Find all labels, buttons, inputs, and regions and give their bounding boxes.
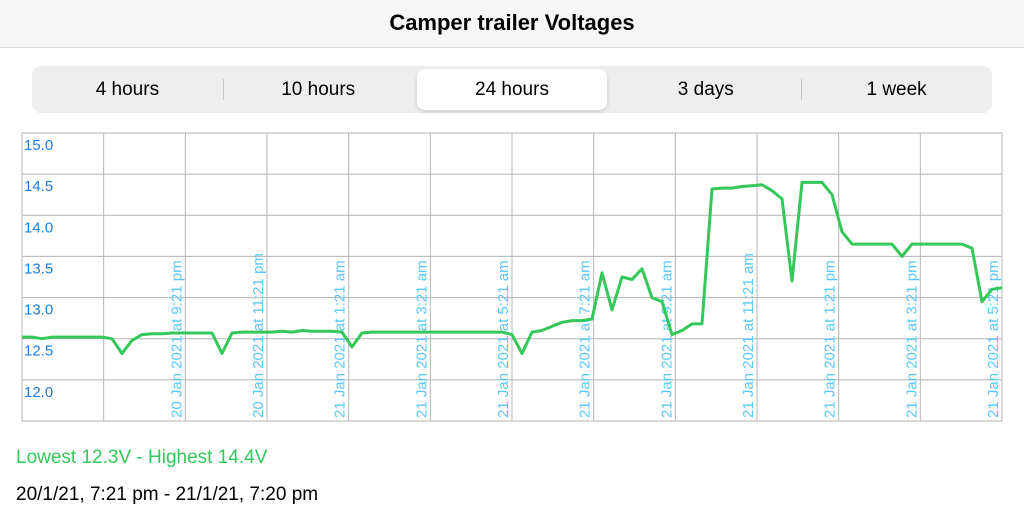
x-tick-label: 21 Jan 2021 at 3:21 am xyxy=(413,260,430,418)
voltage-line xyxy=(22,180,1003,355)
x-tick-label: 21 Jan 2021 at 1:21 pm xyxy=(822,260,839,418)
period-text: 20/1/21, 7:21 pm - 21/1/21, 7:20 pm xyxy=(16,484,319,505)
y-tick-label: 15.0 xyxy=(24,137,53,154)
y-tick-label: 12.5 xyxy=(24,343,53,360)
x-tick-label: 21 Jan 2021 at 11:21 am xyxy=(740,253,757,418)
y-tick-label: 13.0 xyxy=(24,302,53,319)
tab[interactable]: 24 hours xyxy=(416,69,608,110)
y-tick-label: 12.0 xyxy=(24,384,53,401)
tab[interactable]: 10 hours xyxy=(222,66,414,113)
title: Camper trailer Voltages xyxy=(0,0,1024,48)
y-tick-label: 14.0 xyxy=(24,219,53,236)
chart: 12.0 12.5 13.0 13.5 14.0 14.5 15.0 20 Jan 2021 … xyxy=(21,132,1003,422)
x-tick-label: 20 Jan 2021 at 11:21 pm xyxy=(250,253,267,418)
tab[interactable]: 1 week xyxy=(801,66,992,113)
x-tick-label: 21 Jan 2021 at 7:21 am xyxy=(577,260,594,418)
x-tick-label: 21 Jan 2021 at 1:21 am xyxy=(332,260,349,418)
x-tick-label: 21 Jan 2021 at 9:21 am xyxy=(658,260,675,418)
x-tick-label: 21 Jan 2021 at 5:21 am xyxy=(495,260,512,418)
y-tick-label: 13.5 xyxy=(24,260,53,277)
range-text: Lowest 12.3V - Highest 14.4V xyxy=(16,447,268,468)
tab[interactable]: 3 days xyxy=(677,79,734,100)
segmented-control: 4 hours 10 hours 24 hours 3 days 1 week xyxy=(32,66,992,113)
x-tick-label: 21 Jan 2021 at 3:21 pm xyxy=(903,260,920,418)
x-tick-label: 21 Jan 2021 at 5:21 pm xyxy=(985,260,1002,418)
x-tick-label: 20 Jan 2021 at 9:21 pm xyxy=(168,260,185,418)
tab[interactable]: 4 hours xyxy=(95,79,160,100)
y-tick-label: 14.5 xyxy=(24,178,53,195)
